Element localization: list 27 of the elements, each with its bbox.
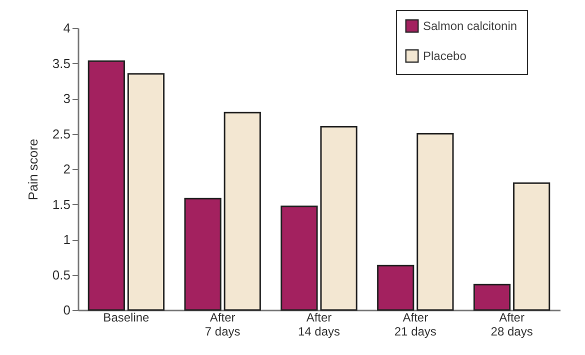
bar	[184, 198, 222, 311]
bar	[473, 284, 511, 311]
y-tick-label: 2	[63, 162, 70, 176]
bar	[224, 112, 261, 311]
y-tick-label: 3	[63, 91, 70, 106]
bar	[280, 206, 318, 311]
x-tick-label: After 28 days	[490, 310, 533, 338]
y-tick-label: 0.5	[52, 267, 70, 282]
bar	[88, 60, 125, 311]
bar	[320, 126, 358, 311]
x-tick-label: After 21 days	[394, 310, 436, 338]
legend-label: Salmon calcitonin	[423, 19, 518, 33]
y-tick-label: 2.5	[52, 126, 70, 142]
legend-label: Placebo	[423, 49, 467, 63]
y-axis-title: Pain score	[25, 138, 40, 200]
y-tick-label: 0	[63, 302, 70, 318]
x-tick-label: Baseline	[103, 310, 150, 324]
bar	[416, 133, 454, 311]
y-tick-label: 1.5	[52, 196, 70, 212]
y-tick-label: 3.5	[52, 56, 70, 71]
bar	[377, 264, 414, 311]
bar	[127, 73, 165, 311]
x-tick-label: After 7 days	[204, 310, 240, 338]
bar	[513, 182, 550, 311]
x-tick-label: After 14 days	[298, 310, 340, 338]
y-tick-label: 4	[63, 20, 70, 36]
y-tick-label: 1	[63, 232, 70, 247]
